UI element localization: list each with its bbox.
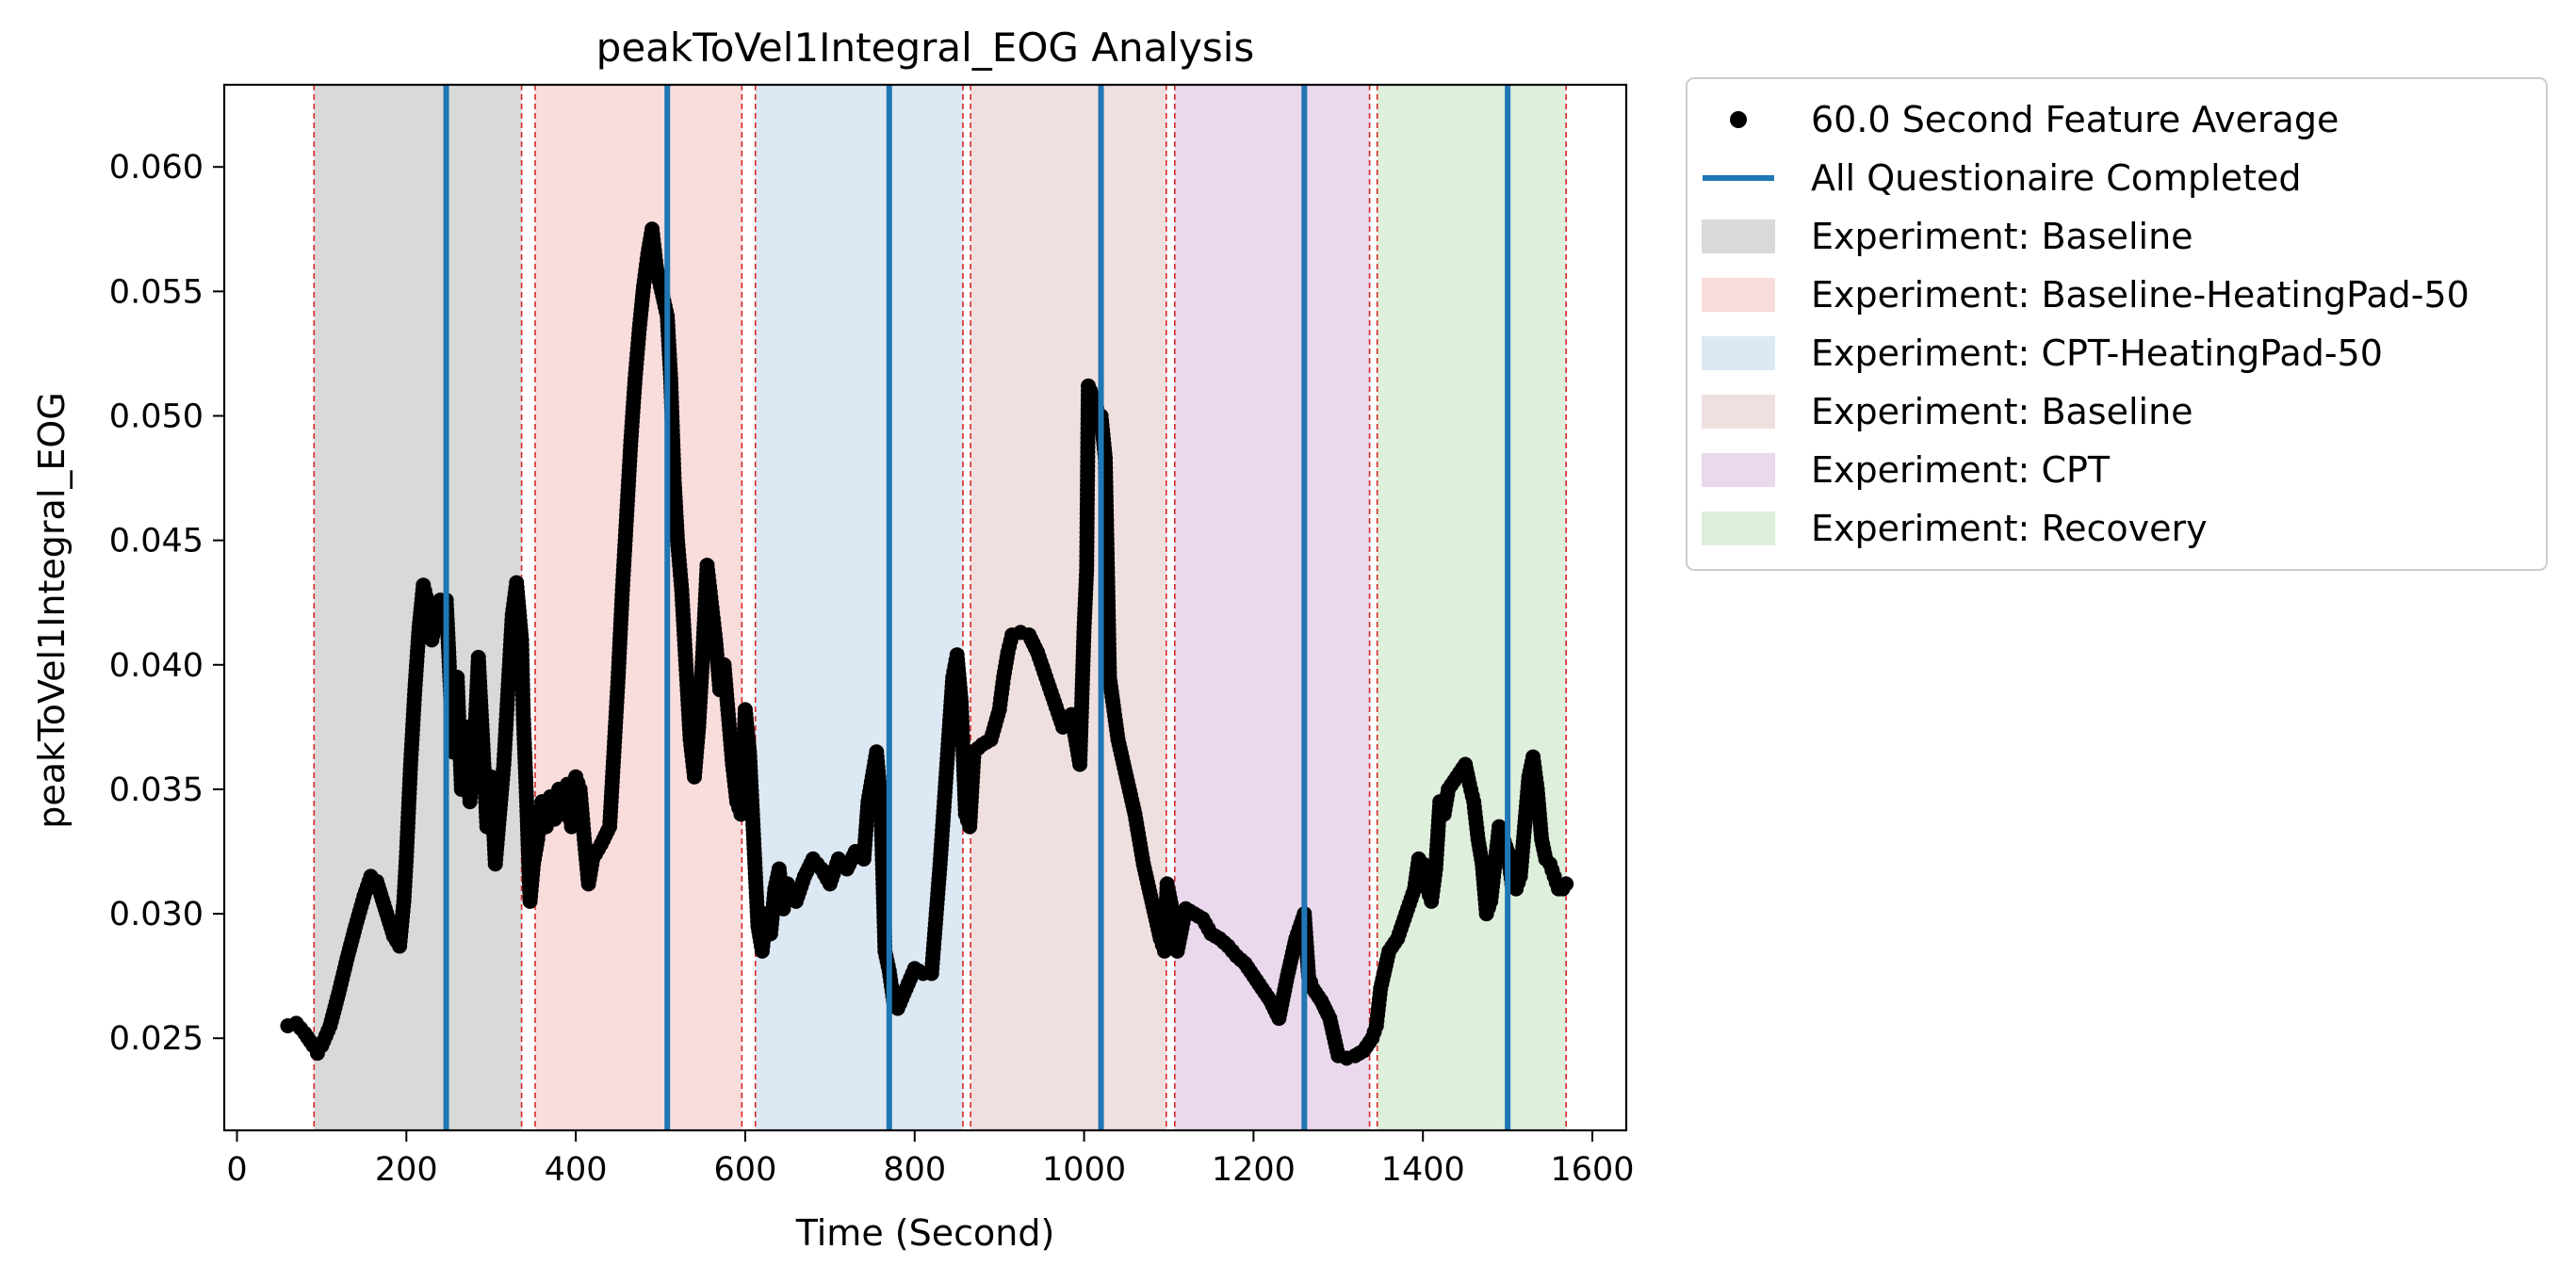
x-tick-label-4: 600 (714, 1151, 777, 1189)
legend-label-2: All Questionaire Completed (1811, 157, 2302, 199)
y-tick-label-4: 0.040 (109, 647, 204, 685)
legend-label-8: Experiment: Recovery (1811, 508, 2208, 549)
x-tick-label-6: 1000 (1042, 1151, 1126, 1189)
legend-frame (1686, 77, 2548, 571)
y-axis-label: peakToVel1Integral_EOG (31, 392, 73, 828)
y-tick-label-1: 0.025 (109, 1020, 204, 1058)
chart-title: peakToVel1Integral_EOG Analysis (596, 24, 1255, 71)
legend-marker-icon (1730, 111, 1747, 128)
legend-swatch-icon-3 (1702, 219, 1775, 253)
questionnaire-completed-lines (443, 85, 1511, 1130)
legend-swatch-icon-8 (1702, 511, 1775, 545)
y-axis-ticks: 0.025 0.030 0.035 0.040 0.045 0.050 0.055 0.060 (109, 149, 224, 1058)
legend-label-6: Experiment: Baseline (1811, 391, 2193, 432)
experiment-boundary-lines (313, 85, 1567, 1130)
x-tick-label-9: 1600 (1550, 1151, 1634, 1189)
y-tick-label-2: 0.030 (109, 896, 204, 933)
legend-swatch-icon-4 (1702, 278, 1775, 312)
legend-swatch-icon-6 (1702, 395, 1775, 429)
x-tick-label-8: 1400 (1381, 1151, 1465, 1189)
legend-label-1: 60.0 Second Feature Average (1811, 99, 2339, 140)
y-tick-label-3: 0.035 (109, 771, 204, 809)
x-axis-ticks: 0 200 400 600 800 1000 1200 1400 1600 (226, 1130, 1635, 1189)
y-tick-label-8: 0.060 (109, 149, 204, 187)
legend-label-4: Experiment: Baseline-HeatingPad-50 (1811, 274, 2470, 316)
experiment-region-6 (1377, 85, 1567, 1130)
y-tick-label-5: 0.045 (109, 523, 204, 560)
x-tick-label-3: 400 (545, 1151, 608, 1189)
x-tick-label-5: 800 (883, 1151, 946, 1189)
x-tick-label-7: 1200 (1212, 1151, 1296, 1189)
y-tick-label-7: 0.055 (109, 273, 204, 311)
experiment-region-5 (1174, 85, 1370, 1130)
legend-swatch-icon-5 (1702, 336, 1775, 370)
legend: 60.0 Second Feature Average All Questiona… (1686, 77, 2548, 571)
x-tick-label-1: 0 (226, 1151, 247, 1189)
plot-frame (222, 83, 1628, 1132)
legend-label-5: Experiment: CPT-HeatingPad-50 (1811, 333, 2383, 374)
y-tick-label-6: 0.050 (109, 398, 204, 436)
legend-label-3: Experiment: Baseline (1811, 216, 2193, 257)
x-tick-label-2: 200 (375, 1151, 438, 1189)
data-point-1807 (1558, 876, 1574, 892)
legend-label-7: Experiment: CPT (1811, 449, 2111, 491)
experiment-region-4 (970, 85, 1166, 1130)
x-axis-label: Time (Second) (795, 1212, 1055, 1254)
legend-swatch-icon-7 (1702, 453, 1775, 487)
